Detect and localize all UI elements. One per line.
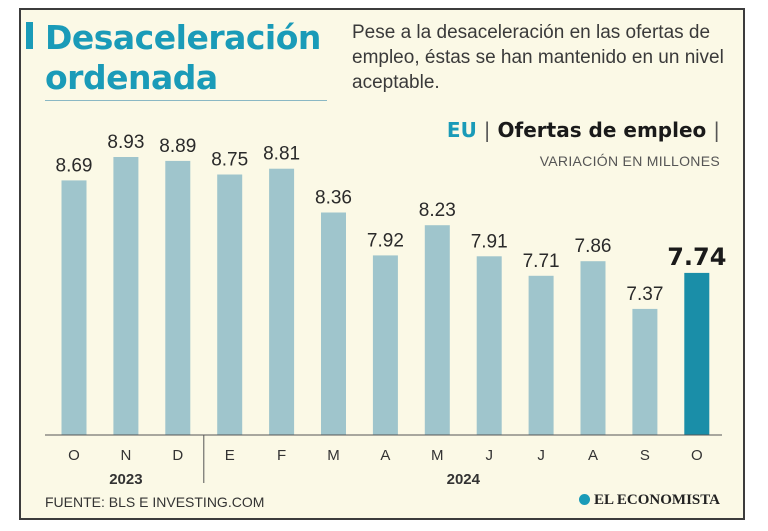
bar-value-label-0: 8.69 (56, 155, 93, 176)
bar-6 (372, 255, 398, 435)
x-tick-label-0: O (68, 447, 80, 464)
heading-separator: | (483, 118, 491, 142)
year-label-2023: 2023 (109, 471, 142, 488)
year-label-2024: 2024 (447, 471, 481, 488)
bar-0 (61, 180, 87, 435)
chart-heading: EU | Ofertas de empleo | (447, 118, 720, 142)
x-tick-label-12: O (691, 447, 703, 464)
source-note: FUENTE: BLS E INVESTING.COM (45, 494, 265, 510)
series-title: Ofertas de empleo (497, 118, 707, 142)
title-line-2: ordenada (45, 58, 218, 97)
bar-value-label-9: 7.71 (523, 251, 560, 272)
bar-value-label-11: 7.37 (626, 284, 663, 305)
title-line-1: Desaceleración (45, 18, 321, 57)
bar-1 (113, 157, 139, 435)
bar-value-label-6: 7.92 (367, 230, 404, 251)
x-tick-label-6: A (380, 447, 390, 464)
bar-2 (165, 160, 191, 435)
bar-7 (424, 225, 450, 435)
bar-11 (632, 308, 658, 435)
brand-name: EL ECONOMISTA (594, 492, 720, 508)
bar-value-label-4: 8.81 (263, 144, 300, 165)
bar-3 (217, 174, 243, 435)
bar-value-label-8: 7.91 (471, 231, 508, 252)
bar-value-label-12: 7.74 (667, 243, 726, 271)
chart-title: Desaceleración ordenada (45, 18, 321, 98)
x-tick-label-11: S (640, 447, 650, 464)
x-tick-label-10: A (588, 447, 598, 464)
bar-value-label-3: 8.75 (211, 150, 248, 171)
brand-logo: EL ECONOMISTA (579, 492, 720, 509)
brand-icon (579, 494, 590, 505)
bar-10 (580, 261, 606, 435)
x-tick-label-3: E (225, 447, 235, 464)
bar-12 (684, 272, 710, 435)
bar-value-label-1: 8.93 (107, 132, 144, 153)
bar-9 (528, 275, 554, 435)
x-tick-label-4: F (277, 447, 286, 464)
x-tick-label-9: J (537, 447, 545, 464)
bar-5 (321, 212, 346, 435)
bar-value-label-7: 8.23 (419, 200, 456, 221)
bar-value-label-10: 7.86 (575, 236, 612, 257)
title-divider (45, 100, 327, 101)
x-tick-label-1: N (120, 447, 131, 464)
bar-value-label-2: 8.89 (159, 136, 196, 157)
country-label: EU (446, 118, 477, 142)
x-tick-label-7: M (431, 447, 444, 464)
x-tick-label-2: D (172, 447, 183, 464)
heading-trailing-separator: | (713, 118, 720, 142)
bar-4 (269, 168, 295, 435)
bar-8 (476, 256, 502, 435)
x-tick-label-8: J (485, 447, 493, 464)
bar-value-label-5: 8.36 (315, 188, 352, 209)
chart-subtitle: Pese a la desaceleración en las ofertas … (352, 22, 724, 93)
unit-label: VARIACIÓN EN MILLONES (539, 153, 720, 169)
title-accent-bar (26, 22, 33, 49)
x-tick-label-5: M (327, 447, 340, 464)
